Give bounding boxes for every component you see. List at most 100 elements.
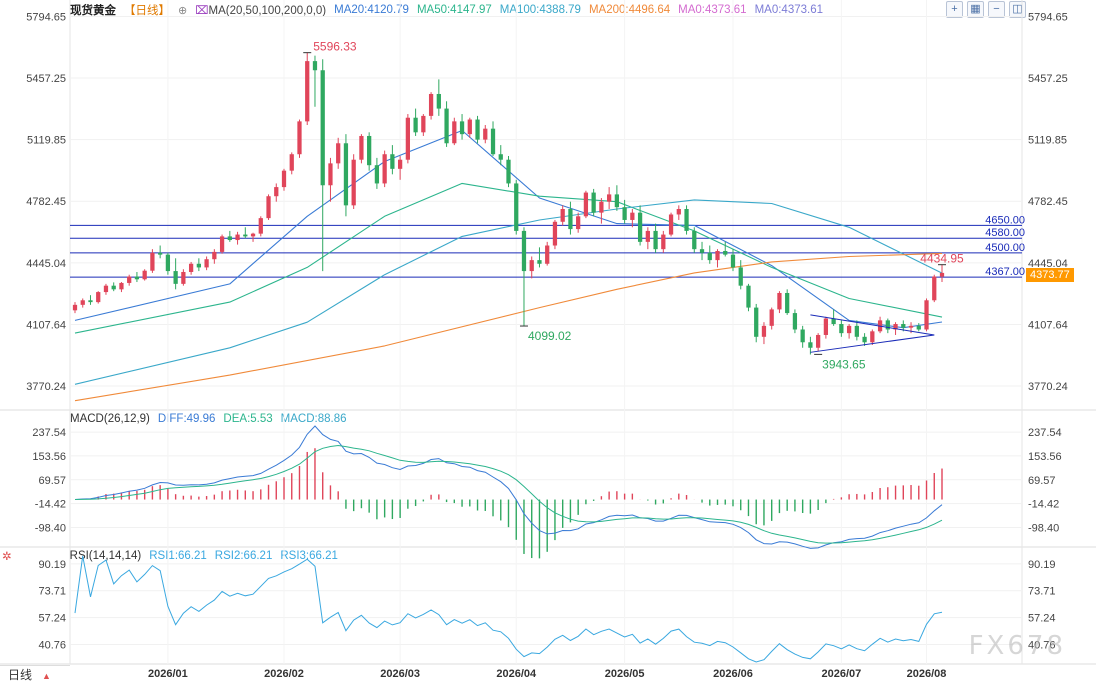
price-y-tick-left: 5794.65	[26, 11, 66, 23]
rsi-y-tick-left: 90.19	[38, 559, 66, 571]
candle-body	[475, 119, 480, 140]
candle-body	[870, 331, 875, 343]
candle-body	[839, 324, 844, 334]
macd-dea-line	[74, 444, 943, 544]
candle-body	[382, 154, 387, 184]
candle-body	[181, 271, 186, 284]
candle-body	[96, 292, 101, 303]
rsi-label: RSI(14,14,14)	[69, 550, 142, 562]
grid-icon[interactable]: ▦	[967, 1, 984, 18]
price-y-tick-right: 5457.25	[1028, 73, 1068, 85]
rsi1-value: RSI1:66.21	[149, 550, 207, 562]
level-label: 4367.00	[985, 266, 1025, 278]
chart-toolbar: + ▦ − ◫	[946, 1, 1026, 18]
macd-y-tick-left: 69.57	[38, 475, 66, 487]
candle-body	[142, 270, 147, 280]
price-y-tick-left: 4107.64	[26, 319, 66, 331]
x-tick-label: 2026/05	[605, 668, 645, 680]
macd-diff: DIFF:49.96	[157, 413, 216, 425]
candle-body	[212, 251, 217, 260]
rsi-y-tick-left: 40.76	[38, 639, 66, 651]
rsi-y-tick-right: 90.19	[1028, 559, 1056, 571]
candle-body	[258, 218, 263, 234]
candle-body	[506, 159, 511, 184]
candle-body	[119, 282, 124, 290]
candle-body	[72, 304, 78, 311]
candle-body	[328, 163, 333, 186]
candle-body	[622, 207, 627, 220]
candle-body	[413, 117, 418, 133]
x-tick-label: 2026/04	[496, 668, 537, 680]
macd-value: MACD:88.86	[280, 413, 347, 425]
zoom-in-icon[interactable]: +	[946, 1, 963, 18]
candle-body	[390, 154, 395, 169]
candle-body	[862, 336, 867, 343]
instrument-title: 现货黄金	[70, 5, 116, 17]
price-y-tick-right: 4445.04	[1028, 258, 1068, 270]
ma200-value: MA200:4496.64	[588, 4, 671, 16]
x-tick-label: 2026/08	[907, 668, 947, 680]
current-price-tag: 4373.77	[1026, 267, 1074, 282]
candle-body	[908, 325, 914, 328]
candle-body	[421, 115, 426, 133]
triangle-upper-line	[810, 314, 935, 336]
level-label: 4650.00	[985, 214, 1025, 226]
zoom-out-icon[interactable]: −	[988, 1, 1005, 18]
rsi-settings-icon[interactable]: ✲	[2, 551, 12, 563]
macd-y-tick-left: -98.40	[35, 523, 66, 535]
candle-body	[939, 272, 945, 277]
candle-body	[188, 263, 194, 272]
candle-body	[568, 209, 573, 230]
ma20-value: MA20:4120.79	[334, 4, 409, 16]
candle-body	[831, 318, 836, 325]
macd-y-tick-left: -14.42	[35, 499, 66, 511]
candle-body	[498, 154, 503, 160]
candle-body	[676, 209, 681, 215]
period-tag: 【日线】	[124, 5, 170, 17]
candle-body	[924, 300, 929, 330]
price-y-tick-right: 4107.64	[1028, 319, 1068, 331]
rsi-y-tick-right: 73.71	[1028, 586, 1056, 598]
candle-body	[436, 93, 441, 109]
ma-line-ma20	[74, 129, 943, 329]
candle-body	[405, 117, 410, 160]
rsi-y-tick-left: 57.24	[38, 613, 66, 625]
candle-body	[761, 325, 767, 337]
candle-body	[637, 212, 643, 242]
macd-y-tick-right: 153.56	[1028, 451, 1062, 463]
period-switch[interactable]: 日线 ▲	[0, 665, 70, 683]
main-legend: 现货黄金 【日线】 ⊕ ⌧MA(20,50,100,200,0,0) MA20:…	[70, 2, 823, 18]
candle-body	[808, 342, 813, 348]
candle-body	[893, 324, 898, 330]
candle-body	[320, 70, 325, 186]
candle-body	[204, 259, 209, 268]
candle-body	[591, 192, 596, 213]
x-tick-label: 2026/02	[264, 668, 304, 680]
macd-dea: DEA:5.53	[223, 413, 273, 425]
candle-body	[351, 159, 356, 206]
rsi-y-tick-right: 40.76	[1028, 639, 1056, 651]
candle-body	[746, 285, 751, 308]
annotation-label: 4434.95	[920, 252, 964, 266]
candle-body	[916, 325, 921, 330]
price-y-tick-left: 3770.24	[26, 381, 66, 393]
candle-body	[274, 187, 279, 197]
candle-body	[521, 230, 527, 272]
candle-body	[150, 252, 155, 271]
x-tick-label: 2026/01	[148, 668, 188, 680]
candle-body	[614, 194, 620, 208]
candle-body	[336, 143, 341, 164]
rsi-y-tick-left: 73.71	[38, 586, 66, 598]
rsi-y-tick-right: 57.24	[1028, 613, 1056, 625]
level-label: 4580.00	[985, 227, 1025, 239]
candle-body	[243, 234, 248, 237]
candle-body	[576, 216, 581, 230]
candle-body	[537, 260, 542, 264]
rsi-legend: ✲ RSI(14,14,14) RSI1:66.21 RSI2:66.21 RS…	[2, 549, 338, 563]
settings-icon[interactable]: ⊕	[178, 4, 188, 17]
candle-body	[444, 108, 449, 144]
price-y-tick-right: 5119.85	[1028, 135, 1067, 147]
x-tick-label: 2026/06	[713, 668, 753, 680]
candle-body	[158, 252, 163, 255]
